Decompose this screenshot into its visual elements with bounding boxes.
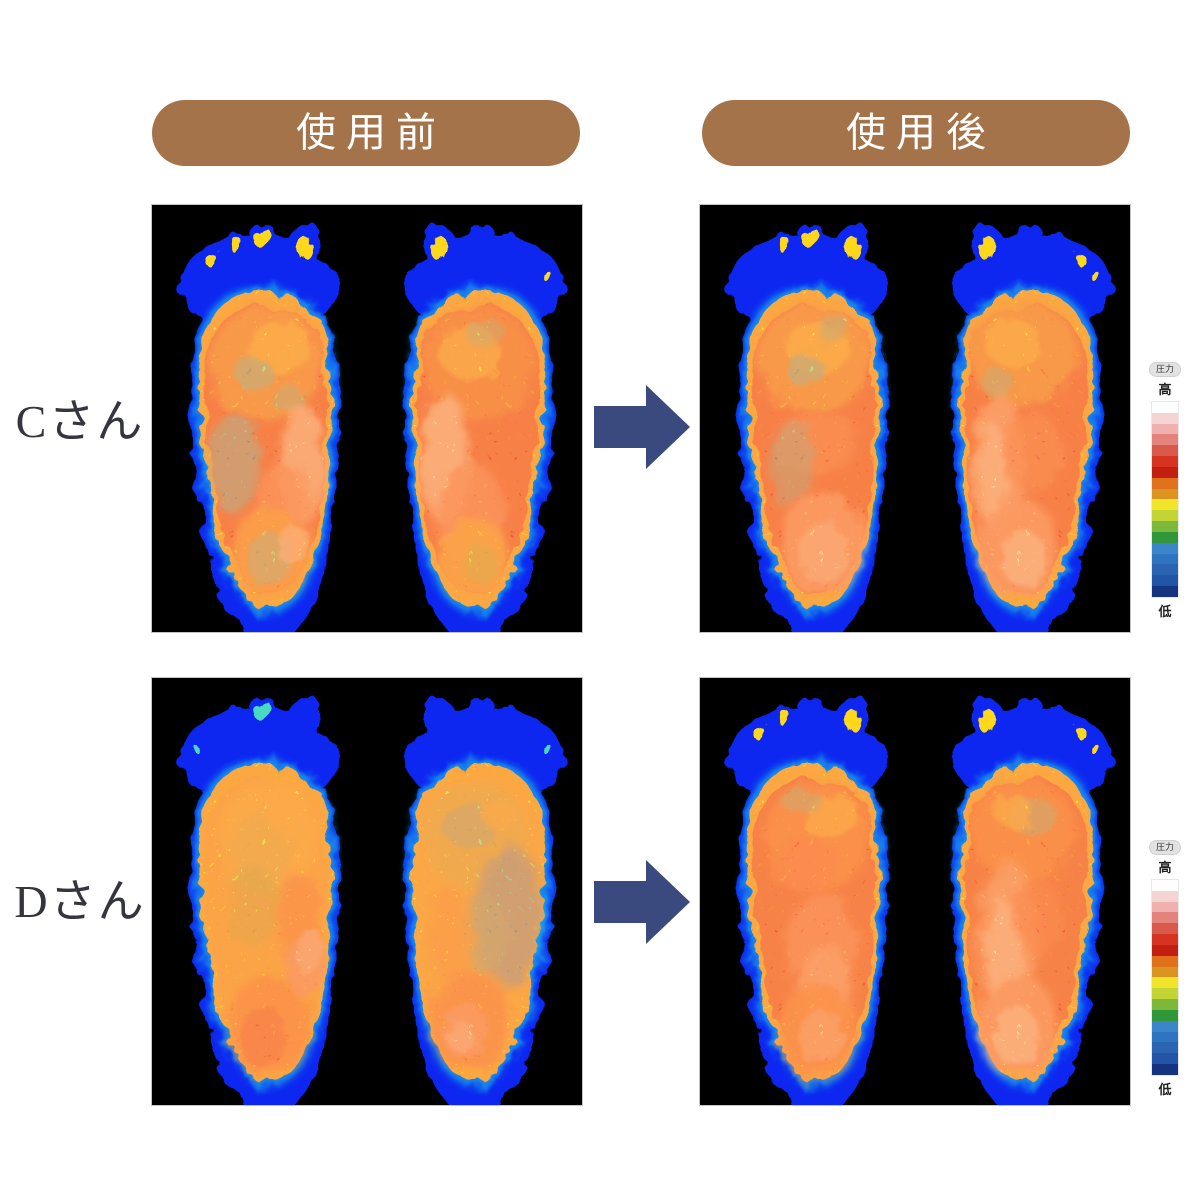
heatmap-panel-c-after [699,204,1131,633]
heatmap-panel-c-before [151,204,583,633]
legend-high-label: 高 [1158,382,1172,397]
header-pill-before: 使用前 [152,100,580,166]
legend-low-label: 低 [1158,1081,1172,1097]
legend-colorbar [1152,880,1178,1075]
arrow-right-icon [594,385,690,469]
pressure-badge: 圧力 [1148,840,1181,855]
row-label-d: Dさん [14,876,146,927]
pressure-legend: 圧力 高 低 [1138,840,1192,1098]
heatmap-panel-d-before [151,677,583,1106]
legend-colorbar [1152,402,1178,597]
pressure-legend: 圧力 高 低 [1138,362,1192,620]
pressure-badge: 圧力 [1148,362,1181,377]
legend-low-label: 低 [1158,603,1172,619]
arrow-right-icon [594,860,690,944]
legend-high-label: 高 [1158,860,1172,875]
header-pill-after: 使用後 [702,100,1130,166]
heatmap-panel-d-after [699,677,1131,1106]
row-label-c: Cさん [15,396,145,447]
